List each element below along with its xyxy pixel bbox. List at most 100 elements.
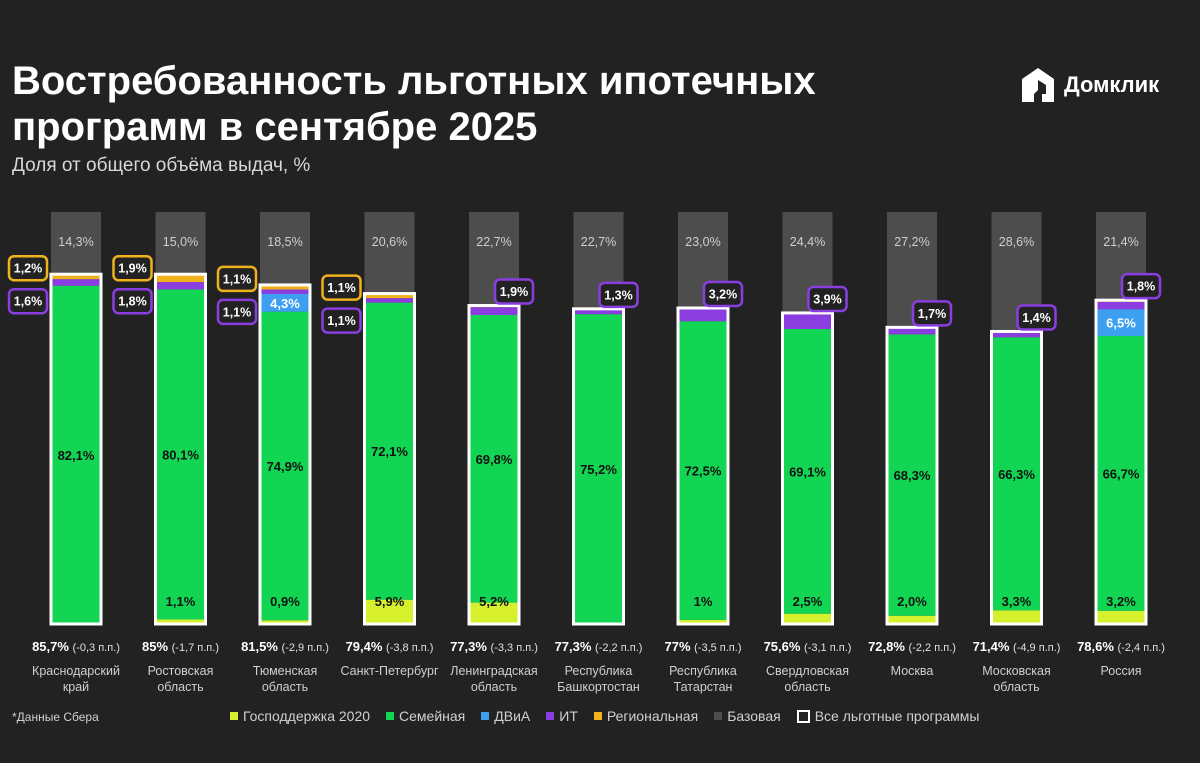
bar-gospod-1	[155, 619, 206, 624]
footnote: *Данные Сбера	[12, 710, 99, 724]
it-10-label: 1,8%	[1127, 280, 1156, 294]
label-semeynaya-4: 69,8%	[476, 452, 513, 467]
total-label-10: 78,6% (-2,4 п.п.)	[1077, 639, 1165, 654]
it-6-label: 3,2%	[709, 287, 738, 301]
it-7-badge	[807, 285, 848, 313]
it-5-badge	[598, 281, 639, 309]
category-label-3-0: Санкт-Петербург	[340, 664, 438, 678]
it-3-label: 1,1%	[327, 314, 356, 328]
bar-it-2	[260, 289, 310, 294]
label-bazovaya-6: 23,0%	[685, 235, 720, 249]
label-bazovaya-3: 20,6%	[372, 235, 407, 249]
label-semeynaya-10: 66,7%	[1103, 466, 1140, 481]
bar-total-outline-5	[572, 307, 625, 626]
label-bazovaya-10: 21,4%	[1103, 235, 1138, 249]
legend-item-gospod: Господдержка 2020	[230, 708, 370, 724]
label-semeynaya-0: 82,1%	[58, 448, 95, 463]
label-semeynaya-1: 80,1%	[162, 447, 199, 462]
label-gospod-3: 5,9%	[375, 594, 405, 609]
bar-semeynaya-2	[260, 311, 310, 621]
bar-gospod-10	[1096, 610, 1146, 624]
bar-total-outline-7	[781, 311, 834, 626]
label-semeynaya-2: 74,9%	[267, 459, 304, 474]
bar-gospod-3	[364, 599, 415, 624]
brand-name: Домклик	[1064, 72, 1160, 97]
bar-regionalnaya-3	[364, 293, 415, 299]
category-label-8-0: Москва	[891, 664, 934, 678]
chart-subtitle: Доля от общего объёма выдач, %	[12, 155, 311, 176]
total-label-5: 77,3% (-2,2 п.п.)	[555, 639, 643, 654]
it-1-label: 1,8%	[118, 295, 147, 309]
bar-semeynaya-1	[155, 289, 206, 620]
label-bazovaya-5: 22,7%	[581, 235, 616, 249]
category-label-0-0: Краснодарский	[32, 664, 120, 678]
category-label-0-1: край	[63, 680, 89, 694]
category-label-1-1: область	[157, 680, 203, 694]
it-8-badge	[911, 300, 953, 327]
bar-total-outline-4	[467, 304, 521, 626]
label-bazovaya-7: 24,4%	[790, 235, 825, 249]
label-gospod-6: 1%	[694, 594, 713, 609]
label-bazovaya-0: 14,3%	[58, 235, 93, 249]
category-label-4-1: область	[471, 680, 517, 694]
category-label-5-1: Башкортостан	[557, 680, 640, 694]
it-5-label: 1,3%	[604, 288, 633, 302]
bar-semeynaya-7	[782, 329, 833, 614]
legend-item-bazovaya: Базовая	[714, 708, 781, 724]
brand-logo: Домклик	[1020, 66, 1159, 104]
label-gospod-8: 2,0%	[897, 594, 927, 609]
bar-it-3	[364, 298, 415, 303]
it-10-badge	[1120, 272, 1162, 300]
bar-semeynaya-8	[887, 334, 937, 616]
total-label-8: 72,8% (-2,2 п.п.)	[868, 639, 956, 654]
regional-2-label: 1,1%	[223, 272, 252, 286]
regional-2-badge	[216, 265, 258, 293]
total-label-9: 71,4% (-4,9 п.п.)	[973, 639, 1061, 654]
bar-total-outline-6	[676, 306, 730, 626]
label-semeynaya-3: 72,1%	[371, 444, 408, 459]
bar-gospod-8	[887, 615, 937, 624]
page-title: Востребованность льготных ипотечных прог…	[12, 59, 816, 149]
bar-regionalnaya-1	[155, 274, 206, 283]
label-dvia-2: 4,3%	[270, 296, 300, 311]
bar-total-outline-9	[990, 329, 1043, 626]
bar-semeynaya-9	[991, 337, 1042, 611]
bar-semeynaya-4	[469, 315, 519, 603]
bar-it-5	[573, 308, 624, 315]
bar-gospod-7	[782, 613, 833, 624]
label-semeynaya-5: 75,2%	[580, 462, 617, 477]
label-gospod-2: 0,9%	[270, 594, 300, 609]
stacked-bar-chart: 82,1% 14,3% 1,2% 1,6% 85,7% (-0,3 п.п.) Красн…	[7, 212, 1165, 694]
house-icon	[1022, 68, 1054, 102]
regional-1-badge	[112, 254, 153, 282]
category-label-2-0: Тюменская	[253, 664, 317, 678]
category-label-10-0: Россия	[1101, 664, 1142, 678]
regional-3-badge	[321, 274, 362, 301]
total-label-7: 75,6% (-3,1 п.п.)	[764, 639, 852, 654]
it-9-label: 1,4%	[1022, 311, 1051, 325]
legend-item-it: ИТ	[546, 708, 578, 724]
it-3-badge	[321, 307, 362, 334]
regional-0-label: 1,2%	[14, 262, 43, 276]
label-gospod-9: 3,3%	[1002, 594, 1032, 609]
bar-gospod-2	[260, 620, 310, 624]
label-gospod-10: 3,2%	[1106, 594, 1136, 609]
it-0-label: 1,6%	[14, 295, 43, 309]
bar-gospod-6	[678, 619, 728, 624]
it-9-badge	[1016, 304, 1057, 331]
bar-it-9	[991, 331, 1042, 338]
bar-total-outline-2	[258, 283, 312, 626]
legend-item-dvia: ДВиА	[481, 708, 530, 724]
category-label-6-1: Татарстан	[674, 680, 733, 694]
label-bazovaya-8: 27,2%	[894, 235, 929, 249]
bar-total-outline-10	[1094, 298, 1148, 626]
label-dvia-10: 6,5%	[1106, 316, 1136, 331]
it-1-badge	[112, 287, 153, 315]
category-label-6-0: Республика	[669, 664, 737, 678]
bar-dvia-2	[260, 293, 310, 312]
category-label-5-0: Республика	[565, 664, 633, 678]
label-bazovaya-1: 15,0%	[163, 235, 198, 249]
label-gospod-7: 2,5%	[793, 594, 823, 609]
it-2-badge	[216, 298, 258, 326]
it-0-badge	[7, 287, 49, 315]
